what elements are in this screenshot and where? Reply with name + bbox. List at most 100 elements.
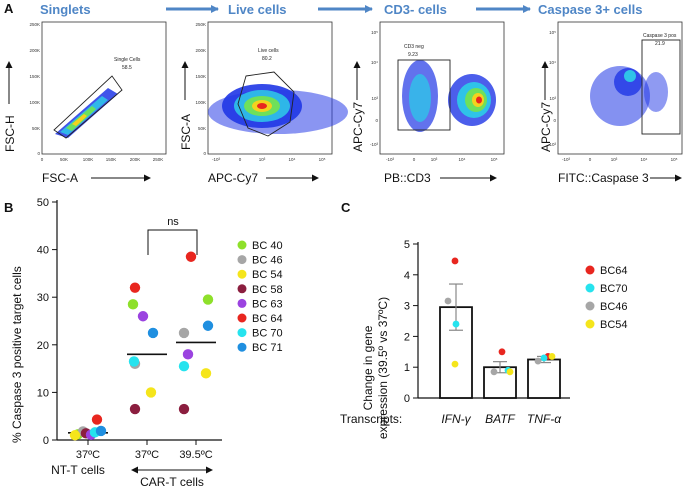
ytick: 150K [195, 74, 206, 79]
data-point [129, 282, 141, 293]
ytick: 10⁵ [549, 30, 556, 35]
group-label-nt: NT-T cells [51, 463, 105, 477]
data-point [548, 353, 556, 360]
data-point [185, 251, 197, 262]
ytick: 100K [29, 100, 40, 105]
panel-b-ylabel: % Caspase 3 positive target cells [10, 266, 24, 443]
gate-value: 9.23 [408, 52, 418, 58]
stage-title-caspase3: Caspase 3+ cells [538, 2, 642, 17]
legend-swatch [237, 298, 247, 308]
legend-label: BC 58 [252, 284, 283, 296]
gate-name: Caspase 3 pos [643, 33, 677, 39]
panel-c-letter: C [341, 200, 351, 215]
ytick: 200K [195, 48, 206, 53]
legend: BC64 BC70 BC46 BC54 [585, 265, 628, 331]
legend-label: BC54 [600, 319, 628, 331]
event-density-cloud [590, 66, 668, 126]
ytick: 10³ [549, 96, 556, 101]
ytick: -10³ [548, 142, 557, 147]
axis-label-x: PB::CD3 [384, 171, 431, 185]
x-ticks: 37ºC 37ºC 39.5ºC [76, 440, 213, 461]
xtick: 10⁵ [319, 157, 326, 162]
y-ticks: 0 10 20 30 40 50 [37, 197, 57, 447]
legend-label: BC46 [600, 301, 628, 313]
data-point [178, 403, 190, 415]
legend-label: BC 46 [252, 255, 283, 267]
ytick: 250K [29, 22, 40, 27]
stage-title-cd3-neg: CD3- cells [384, 2, 447, 17]
x-tick-label: BATF [485, 412, 515, 426]
data-point [91, 414, 103, 425]
y-tick-label: 4 [404, 270, 410, 282]
xtick: 10⁴ [459, 157, 466, 162]
legend-label: BC 63 [252, 298, 283, 310]
ytick: 0 [203, 151, 206, 156]
x-tick-label: 37ºC [76, 449, 100, 461]
legend-swatch [237, 328, 247, 338]
legend-swatch [237, 255, 247, 265]
data-point [534, 357, 542, 365]
bar [527, 358, 561, 399]
y-tick-label: 5 [404, 239, 410, 251]
ytick: 50K [198, 126, 206, 131]
data-point [178, 327, 190, 339]
gate-value: 58.5 [122, 65, 132, 71]
group-label-car: CAR-T cells [140, 475, 204, 489]
xtick: 150K [106, 157, 117, 162]
xtick: 50K [60, 157, 68, 162]
stage-title-live-cells: Live cells [228, 2, 287, 17]
y-tick-label: 20 [37, 340, 49, 352]
ytick: 0 [37, 151, 40, 156]
axis-label-y: APC-Cy7 [351, 102, 365, 152]
xtick: 100K [83, 157, 94, 162]
bars [439, 306, 561, 399]
density-layer [624, 70, 636, 82]
density-layer [644, 72, 668, 112]
event-density-cloud [402, 60, 496, 132]
xtick: -10³ [562, 157, 571, 162]
x-ticks: IFN-γ BATF TNF-α [441, 412, 562, 426]
legend-swatch [585, 319, 595, 329]
data-point [451, 360, 459, 368]
stage-title-singlets: Singlets [40, 2, 91, 17]
density-layer [409, 74, 431, 122]
y-tick-label: 0 [43, 435, 49, 447]
xtick: 10⁴ [641, 157, 648, 162]
flow-plot-cd3-neg: 10⁵ 10⁴ 10³ 0 -10³ -10³ 0 10³ 10⁴ 10⁵ [351, 21, 505, 185]
plot-ticks-y: 10⁵ 10⁴ 10³ 0 -10³ [370, 30, 379, 147]
y-tick-label: 10 [37, 387, 49, 399]
legend-swatch [585, 283, 595, 293]
ytick: 200K [29, 48, 40, 53]
data-point [69, 430, 81, 441]
xtick: 0 [413, 157, 416, 162]
y-tick-label: 0 [404, 393, 410, 405]
data-point [182, 349, 194, 360]
data-point [128, 356, 140, 367]
xtick: -10³ [386, 157, 395, 162]
xtick: 0 [41, 157, 44, 162]
significance-bracket [147, 229, 198, 255]
xtick: 10⁵ [491, 157, 498, 162]
x-tick-label: 39.5ºC [179, 449, 212, 461]
ytick: 0 [553, 118, 556, 123]
data-points [444, 257, 556, 376]
legend-label: BC 54 [252, 269, 283, 281]
ytick: 0 [375, 118, 378, 123]
gate-rectangle [397, 59, 451, 131]
y-tick-label: 2 [404, 331, 410, 343]
xtick: -10³ [212, 157, 221, 162]
gate-polygon [53, 75, 123, 139]
density-layer [72, 114, 87, 126]
ytick: 10⁴ [371, 60, 378, 65]
axis-label-x: FSC-A [42, 171, 78, 185]
significance-label: ns [167, 216, 179, 228]
ytick: 150K [29, 74, 40, 79]
data-point [200, 368, 212, 379]
data-point [451, 257, 459, 265]
ytick: -10³ [370, 142, 379, 147]
plot-ticks-x: 0 50K 100K 150K 200K 250K [41, 157, 164, 162]
axis-label-x: APC-Cy7 [208, 171, 258, 185]
x-tick-label: 37ºC [135, 449, 159, 461]
gate-value: 21.9 [655, 41, 665, 47]
panel-a-letter: A [4, 1, 14, 16]
